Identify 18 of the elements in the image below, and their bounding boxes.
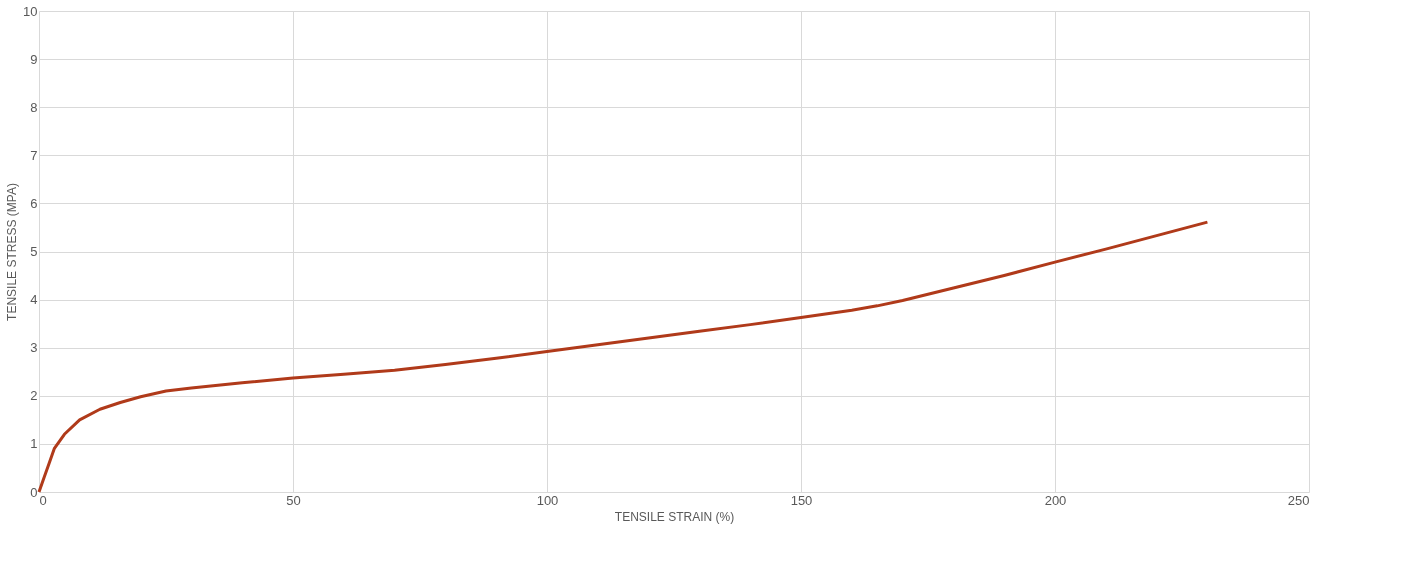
x-tick-label: 50 bbox=[286, 492, 301, 508]
y-tick-label: 3 bbox=[30, 340, 38, 356]
y-tick-label: 2 bbox=[30, 388, 38, 404]
y-tick-label: 6 bbox=[30, 195, 38, 211]
y-tick-label: 7 bbox=[30, 147, 38, 163]
y-tick-label: 10 bbox=[23, 3, 38, 19]
x-tick-label: 150 bbox=[790, 492, 813, 508]
x-axis-title: TENSILE STRAIN (%) bbox=[614, 509, 735, 524]
x-tick-label: 200 bbox=[1044, 492, 1067, 508]
y-tick-label: 1 bbox=[30, 436, 38, 452]
line-series bbox=[37, 220, 1209, 494]
y-tick-label: 5 bbox=[30, 244, 38, 259]
y-axis-title: TENSILE STRESS (MPA) bbox=[5, 183, 20, 321]
y-tick-label: 9 bbox=[30, 51, 38, 67]
x-tick-label: 100 bbox=[536, 492, 559, 508]
x-tick-label: 250 bbox=[1287, 492, 1310, 508]
y-tick-label: 8 bbox=[30, 99, 38, 115]
y-tick-label: 4 bbox=[30, 292, 38, 308]
